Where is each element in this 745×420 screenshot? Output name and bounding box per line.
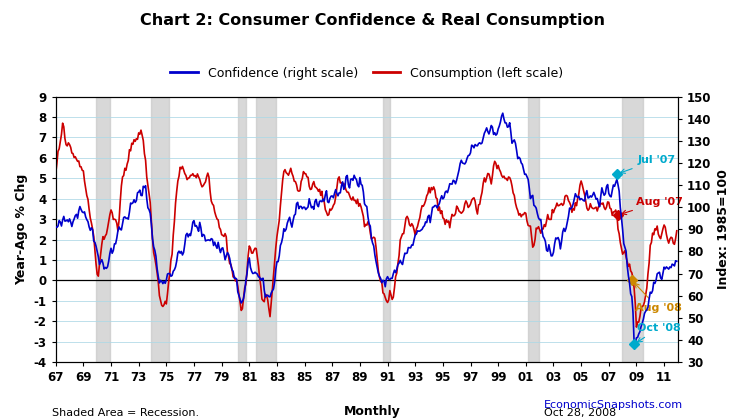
Bar: [96, 97, 110, 362]
Bar: [238, 97, 246, 362]
Text: Aug '07: Aug '07: [622, 197, 683, 215]
Text: Oct 28, 2008: Oct 28, 2008: [544, 408, 616, 418]
Bar: [383, 97, 390, 362]
Bar: [256, 97, 276, 362]
Text: Monthly: Monthly: [344, 405, 401, 418]
Text: Shaded Area = Recession.: Shaded Area = Recession.: [52, 408, 199, 418]
Bar: [621, 97, 644, 362]
Text: Aug '08: Aug '08: [635, 283, 682, 313]
Text: Chart 2: Consumer Confidence & Real Consumption: Chart 2: Consumer Confidence & Real Cons…: [140, 13, 605, 28]
Text: Oct '08: Oct '08: [637, 323, 681, 342]
Y-axis label: Year-Ago % Chg: Year-Ago % Chg: [15, 174, 28, 285]
Legend: Confidence (right scale), Consumption (left scale): Confidence (right scale), Consumption (l…: [165, 62, 568, 85]
Text: Jul '07: Jul '07: [621, 155, 676, 173]
Y-axis label: Index: 1985=100: Index: 1985=100: [717, 169, 730, 289]
Bar: [151, 97, 168, 362]
Bar: [528, 97, 539, 362]
Text: EconomicSnapshots.com: EconomicSnapshots.com: [544, 399, 683, 409]
